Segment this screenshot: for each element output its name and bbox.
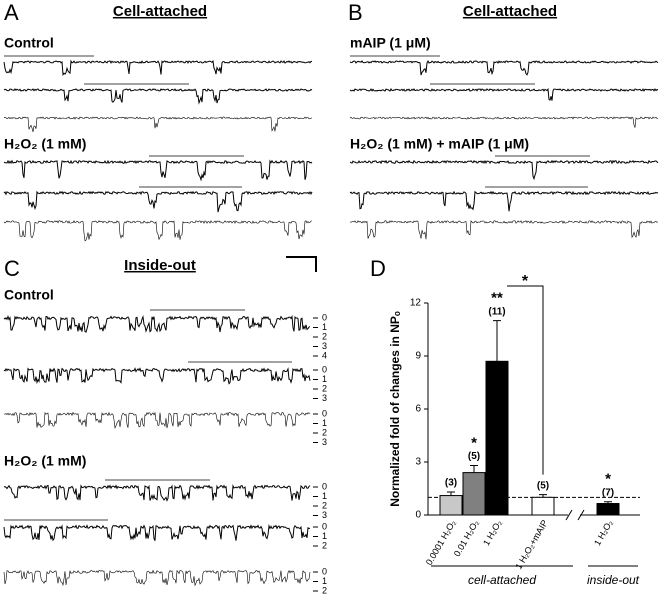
level-label: 2 — [322, 427, 327, 437]
panel-title: Cell-attached — [113, 3, 207, 20]
level-label: 0 — [322, 364, 327, 374]
n-label: (11) — [488, 306, 505, 317]
trace — [3, 88, 313, 105]
panel-letter: C — [4, 256, 20, 281]
group-label: cell-attached — [468, 573, 536, 587]
x-tick-label: 1 H₂O₂ — [481, 518, 504, 548]
x-tick-label: 1 H₂O₂+mAIP — [513, 518, 549, 571]
y-tick-label: 12 — [410, 298, 422, 309]
level-label: 0 — [322, 408, 327, 418]
trace — [349, 60, 659, 76]
trace — [3, 116, 313, 132]
error-bar — [604, 501, 612, 504]
trace — [3, 314, 311, 333]
level-label: 3 — [322, 437, 327, 447]
error-bar — [470, 465, 478, 473]
trace — [3, 367, 311, 385]
trace — [349, 116, 658, 128]
trace — [349, 87, 659, 101]
y-tick-label: 3 — [415, 457, 421, 468]
level-label: 0 — [322, 312, 327, 322]
trace — [3, 59, 313, 77]
bar — [485, 360, 509, 516]
n-label: (7) — [602, 487, 614, 498]
trace — [349, 220, 659, 240]
trace — [3, 159, 313, 182]
n-label: (3) — [445, 478, 457, 489]
n-label: (5) — [468, 451, 480, 462]
bracket — [507, 285, 544, 475]
trace — [3, 484, 311, 502]
level-label: 1 — [322, 374, 327, 384]
trace — [3, 220, 312, 242]
y-tick-label: 6 — [415, 404, 421, 415]
level-label: 2 — [322, 331, 327, 341]
significance: * — [471, 435, 477, 452]
bar — [439, 495, 463, 516]
panel-title: Cell-attached — [463, 3, 557, 20]
bar — [596, 503, 620, 516]
bar — [462, 472, 486, 516]
level-label: 3 — [322, 341, 327, 351]
scale-bar — [286, 256, 317, 272]
trace — [3, 523, 311, 542]
error-bar — [493, 320, 501, 362]
x-tick-label: 0.0001 H₂O₂ — [424, 518, 458, 567]
panel-letter: B — [348, 0, 363, 25]
level-label: 4 — [322, 350, 327, 360]
condition-label: Control — [4, 35, 54, 51]
trace — [3, 190, 313, 213]
level-label: 3 — [322, 510, 327, 520]
level-label: 0 — [322, 566, 327, 576]
condition-label: H₂O₂ (1 mM) — [4, 453, 86, 469]
panel-letter: D — [370, 256, 386, 281]
condition-label: mAIP (1 μM) — [350, 35, 431, 51]
group-label: inside-out — [587, 573, 640, 587]
level-label: 0 — [322, 481, 327, 491]
level-label: 1 — [322, 322, 327, 332]
panel-title: Inside-out — [124, 257, 196, 274]
level-label: 2 — [322, 383, 327, 393]
condition-label: H₂O₂ (1 mM) — [4, 136, 86, 152]
level-label: 2 — [322, 585, 327, 595]
level-label: 2 — [322, 540, 327, 550]
error-bar — [447, 491, 455, 496]
significance: * — [605, 471, 611, 488]
level-label: 1 — [322, 576, 327, 586]
trace — [349, 190, 659, 212]
level-label: 0 — [322, 521, 327, 531]
significance: ** — [491, 290, 503, 307]
level-label: 2 — [322, 500, 327, 510]
trace — [349, 159, 659, 181]
level-label: 1 — [322, 491, 327, 501]
axis-break — [565, 509, 585, 521]
y-tick-label: 9 — [415, 351, 421, 362]
level-label: 1 — [322, 531, 327, 541]
n-label: (5) — [537, 480, 549, 491]
trace — [3, 569, 311, 587]
condition-label: H₂O₂ (1 mM) + mAIP (1 μM) — [350, 136, 529, 152]
level-label: 3 — [322, 393, 327, 403]
y-tick-label: 0 — [415, 510, 421, 521]
level-label: 1 — [322, 418, 327, 428]
x-tick-label: 1 H₂O₂ — [592, 518, 615, 548]
y-axis-label: Normalized fold of changes in NPₒ — [388, 311, 402, 507]
trace — [3, 411, 311, 429]
bracket-label: * — [522, 273, 529, 290]
panel-letter: A — [4, 0, 19, 25]
bar — [531, 496, 555, 516]
condition-label: Control — [4, 287, 54, 303]
error-bar — [539, 494, 547, 498]
